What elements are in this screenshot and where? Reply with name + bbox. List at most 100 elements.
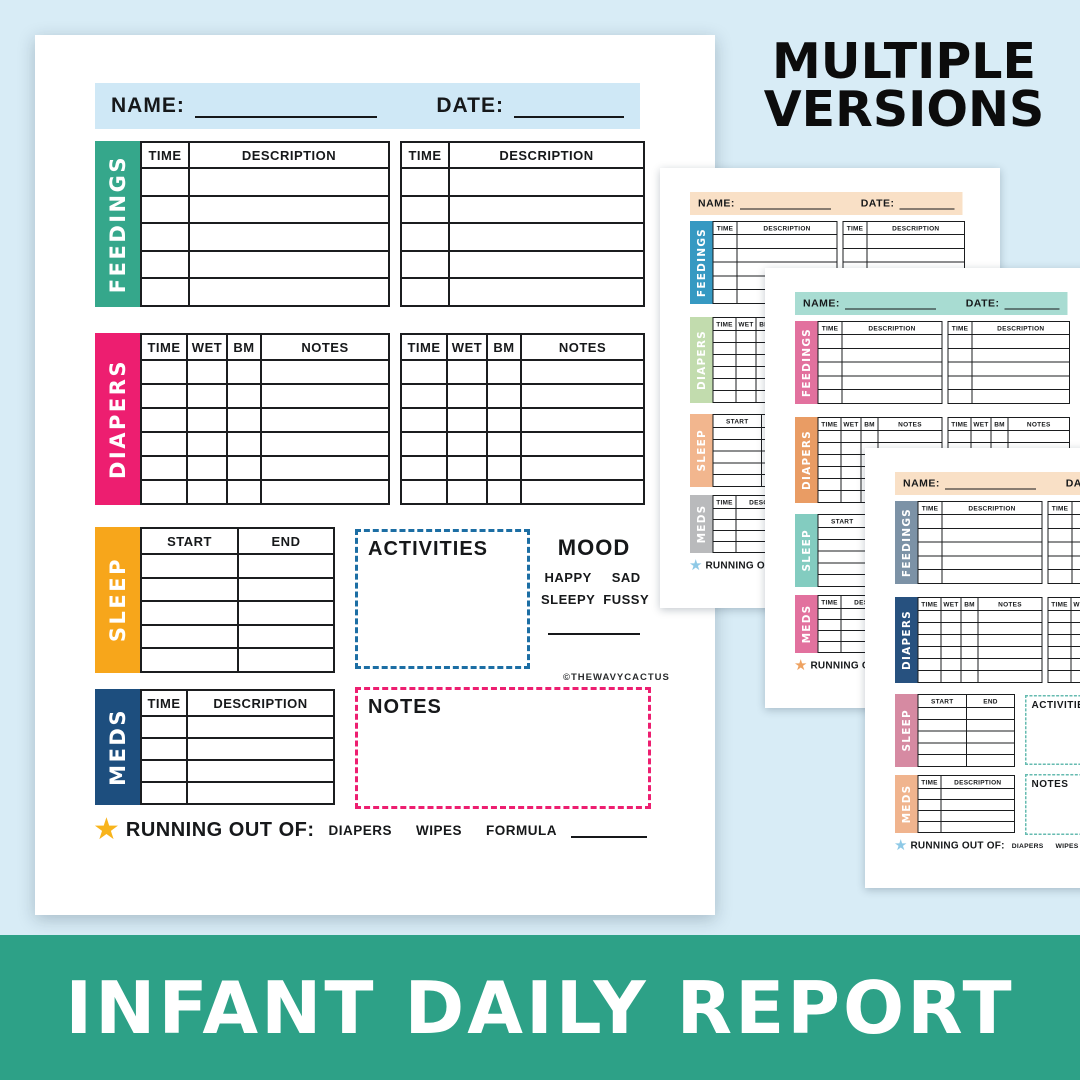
empty-cell xyxy=(817,334,843,349)
diapers-col-wet: WET xyxy=(970,417,992,431)
empty-cell xyxy=(735,390,757,403)
name-write-line xyxy=(944,477,1036,490)
sleep-section: SLEEP START END xyxy=(95,527,335,673)
empty-cell xyxy=(486,479,522,505)
empty-cell xyxy=(186,407,228,433)
empty-cell xyxy=(947,389,973,404)
feedings-col-time: TIME xyxy=(842,221,868,235)
empty-cell xyxy=(960,622,979,635)
empty-cell xyxy=(140,623,239,650)
empty-cell xyxy=(940,610,962,623)
feedings-section-label: FEEDINGS xyxy=(795,321,818,404)
empty-cell xyxy=(735,366,757,379)
empty-cell xyxy=(712,261,738,277)
empty-cell xyxy=(140,576,239,603)
feedings-col-description: DESCRIPTION xyxy=(448,141,645,169)
feedings-label-text: FEEDINGS xyxy=(900,507,913,578)
empty-cell xyxy=(1070,658,1080,671)
feedings-section: FEEDINGS TIME DESCRIPTION xyxy=(95,141,645,307)
feedings-section-label: FEEDINGS xyxy=(690,221,713,304)
empty-cell xyxy=(1047,670,1072,683)
name-date-header: NAME: DATE: xyxy=(95,83,640,129)
empty-cell xyxy=(186,383,228,409)
name-write-line xyxy=(844,297,936,310)
empty-cell xyxy=(400,407,448,433)
sleep-section-label: SLEEP xyxy=(95,527,140,673)
sleep-label-text: SLEEP xyxy=(695,429,708,472)
star-icon: ★ xyxy=(93,813,120,846)
empty-cell xyxy=(917,730,967,744)
empty-cell xyxy=(520,455,645,481)
name-label: NAME: xyxy=(903,477,940,490)
feedings-section: FEEDINGS TIME DESCRIPTION xyxy=(795,321,1070,404)
empty-cell xyxy=(520,431,645,457)
feedings-col-time: TIME xyxy=(400,141,450,169)
meds-section-label: MEDS xyxy=(690,495,713,553)
empty-cell xyxy=(977,658,1043,671)
diapers-col-wet: WET xyxy=(186,333,228,361)
empty-cell xyxy=(840,466,862,479)
sleep-col-end: END xyxy=(237,527,335,555)
empty-cell xyxy=(140,194,190,225)
feedings-section-label: FEEDINGS xyxy=(95,141,140,307)
feedings-col-time: TIME xyxy=(712,221,738,235)
activities-box: ACTIVITIES xyxy=(355,529,530,669)
empty-cell xyxy=(486,383,522,409)
empty-cell xyxy=(917,569,943,584)
meds-col-time: TIME xyxy=(140,689,188,717)
empty-cell xyxy=(947,334,973,349)
empty-cell xyxy=(842,234,868,249)
meds-col-description: DESCRIPTION xyxy=(940,775,1015,789)
empty-cell xyxy=(186,759,335,783)
empty-cell xyxy=(186,781,335,805)
empty-cell xyxy=(237,600,335,626)
empty-cell xyxy=(188,194,390,225)
name-label: NAME: xyxy=(698,197,735,210)
headline-line2: VERSIONS xyxy=(763,81,1045,139)
activities-label: ACTIVITIES xyxy=(1031,699,1080,711)
diapers-section-label: DIAPERS xyxy=(795,417,818,503)
feedings-col-time: TIME xyxy=(947,321,973,335)
empty-cell xyxy=(186,359,228,385)
notes-box: NOTES xyxy=(355,687,651,809)
mood-option-fussy: FUSSY xyxy=(603,592,650,607)
date-write-line xyxy=(1004,297,1060,310)
empty-cell xyxy=(448,194,645,225)
feedings-label-text: FEEDINGS xyxy=(105,154,130,294)
diapers-col-time: TIME xyxy=(917,597,942,611)
empty-cell xyxy=(712,289,738,304)
empty-cell xyxy=(712,541,737,553)
credit-text: ©THEWAVYCACTUS xyxy=(563,672,670,683)
empty-cell xyxy=(817,641,842,653)
name-date-header: NAME: DATE: xyxy=(795,292,1068,315)
running-out-label: RUNNING OUT OF: xyxy=(705,559,800,571)
diapers-col-time: TIME xyxy=(1047,597,1072,611)
empty-cell xyxy=(520,359,645,385)
empty-cell xyxy=(1047,555,1073,571)
feedings-col-description: DESCRIPTION xyxy=(736,221,838,235)
empty-cell xyxy=(735,330,757,343)
empty-cell xyxy=(960,646,979,659)
empty-cell xyxy=(712,508,737,520)
empty-cell xyxy=(712,342,737,355)
empty-cell xyxy=(1071,527,1080,543)
empty-cell xyxy=(486,359,522,385)
empty-cell xyxy=(960,670,979,683)
empty-cell xyxy=(140,431,188,457)
empty-cell xyxy=(736,247,838,263)
empty-cell xyxy=(941,555,1043,571)
empty-cell xyxy=(226,455,262,481)
empty-cell xyxy=(448,222,645,252)
empty-cell xyxy=(226,431,262,457)
empty-cell xyxy=(712,247,738,263)
empty-cell xyxy=(842,247,868,263)
empty-cell xyxy=(941,569,1043,584)
diapers-col-wet: WET xyxy=(735,317,757,331)
empty-cell xyxy=(917,634,942,647)
feedings-table-left: TIME DESCRIPTION xyxy=(917,501,1043,584)
meds-label-text: MEDS xyxy=(695,504,708,544)
empty-cell xyxy=(841,334,943,349)
empty-cell xyxy=(520,407,645,433)
multiple-versions-headline: MULTIPLE VERSIONS xyxy=(760,37,1048,139)
empty-cell xyxy=(237,576,335,603)
